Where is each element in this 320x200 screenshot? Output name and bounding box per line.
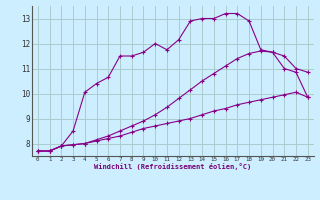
X-axis label: Windchill (Refroidissement éolien,°C): Windchill (Refroidissement éolien,°C) bbox=[94, 163, 252, 170]
